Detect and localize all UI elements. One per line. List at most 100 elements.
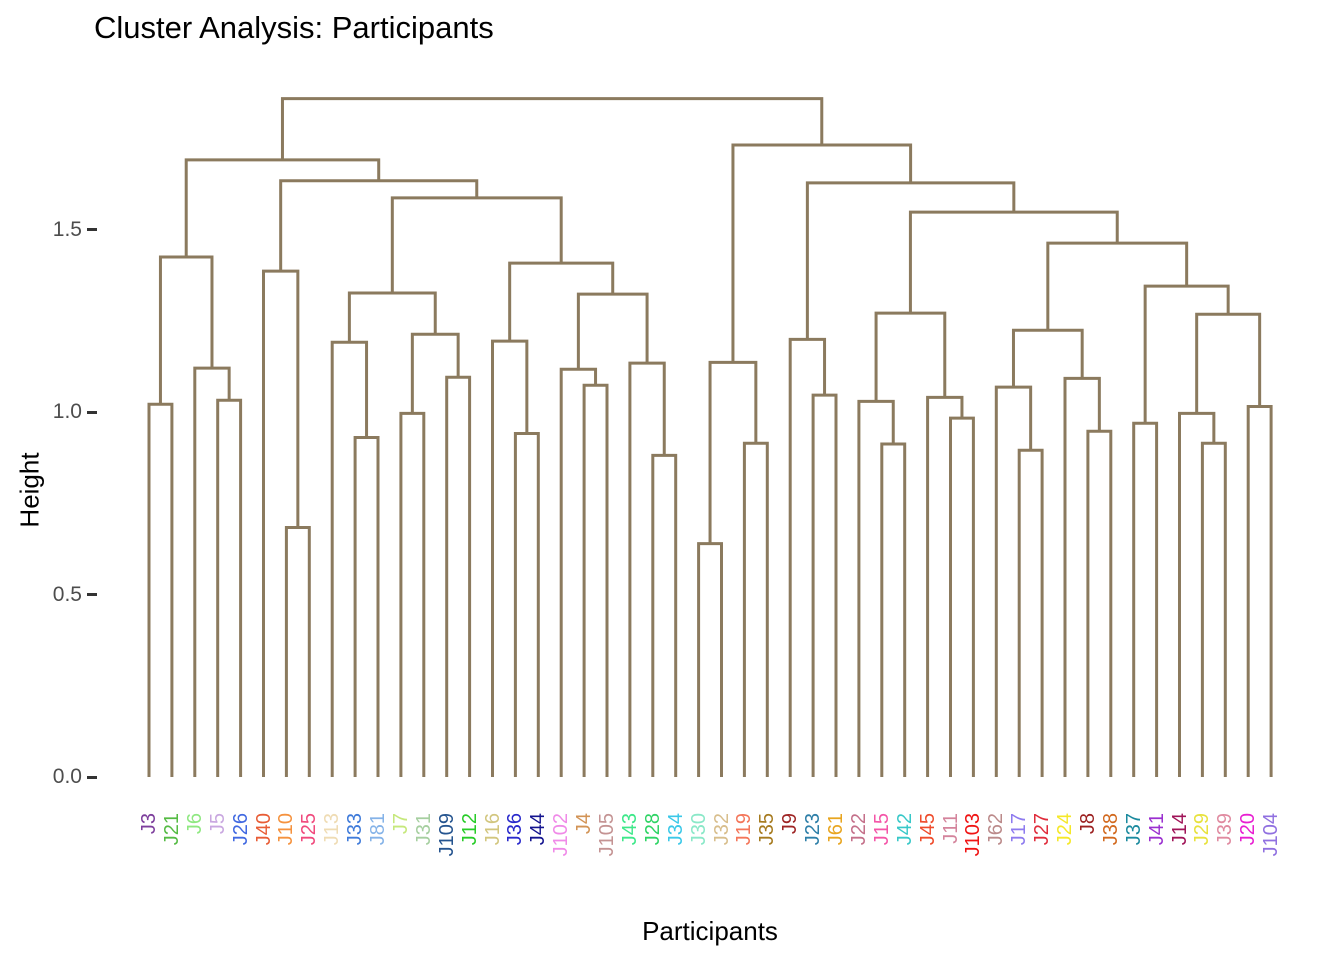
branch xyxy=(193,366,231,777)
branch xyxy=(1132,421,1159,777)
branch xyxy=(559,367,598,777)
leaf-label-J23: J23 xyxy=(802,813,825,846)
leaf-label-J11: J11 xyxy=(939,813,962,844)
branch xyxy=(788,337,827,777)
leaf-label-J103: J103 xyxy=(962,813,985,857)
leaf-label-J40: J40 xyxy=(252,813,275,846)
leaf-label-J33: J33 xyxy=(344,813,367,846)
leaf-label-J22: J22 xyxy=(847,813,870,846)
branch xyxy=(330,340,369,777)
branch xyxy=(582,383,609,777)
leaf-label-J36: J36 xyxy=(504,813,527,846)
leaf-label-J27: J27 xyxy=(1031,813,1054,846)
branch xyxy=(697,542,723,777)
branch xyxy=(1086,429,1113,777)
branch xyxy=(284,526,311,777)
leaf-label-J16: J16 xyxy=(481,813,504,846)
branch xyxy=(926,395,964,777)
leaf-label-J17: J17 xyxy=(1008,813,1031,846)
leaf-label-J13: J13 xyxy=(321,813,344,846)
branch xyxy=(708,360,758,544)
branch xyxy=(880,442,907,777)
branch xyxy=(158,255,214,405)
leaf-label-J29: J29 xyxy=(1191,813,1214,846)
leaf-label-J41: J41 xyxy=(1145,813,1168,846)
branch xyxy=(1200,441,1227,777)
leaf-label-J7: J7 xyxy=(389,813,412,835)
leaf-label-J105: J105 xyxy=(596,813,618,857)
leaf-label-J81: J81 xyxy=(367,813,389,846)
leaf-label-J39: J39 xyxy=(1214,813,1237,846)
branch xyxy=(857,399,895,777)
branch xyxy=(908,210,1119,314)
branch xyxy=(628,361,666,777)
branch xyxy=(280,97,824,160)
leaf-label-J10: J10 xyxy=(275,813,298,846)
branch xyxy=(811,393,838,777)
branch xyxy=(805,181,1016,340)
branch xyxy=(1246,404,1273,777)
leaf-label-J61: J61 xyxy=(825,813,847,846)
branch xyxy=(491,339,529,777)
leaf-label-J44: J44 xyxy=(527,813,550,846)
leaf-label-J19: J19 xyxy=(733,813,756,846)
leaf-label-J15: J15 xyxy=(870,813,893,846)
branch xyxy=(513,431,540,777)
branch xyxy=(1063,376,1101,777)
y-axis-tick-mark xyxy=(87,593,97,597)
dendrogram-branches xyxy=(147,97,1273,777)
leaf-label-J104: J104 xyxy=(1260,813,1283,857)
leaf-label-J37: J37 xyxy=(1122,813,1145,846)
leaf-label-J21: J21 xyxy=(160,813,183,846)
leaf-label-J109: J109 xyxy=(435,813,458,857)
branch xyxy=(262,269,300,777)
leaf-label-J32: J32 xyxy=(710,813,733,846)
branch xyxy=(445,375,472,777)
branch xyxy=(390,196,563,294)
branch xyxy=(279,179,479,272)
branch xyxy=(731,143,913,363)
chart-title: Cluster Analysis: Participants xyxy=(94,10,494,45)
y-axis-tick-label: 1.5 xyxy=(52,217,82,241)
leaf-label-J35: J35 xyxy=(756,813,779,846)
y-axis-tick-mark xyxy=(87,228,97,232)
y-axis-tick-label: 0.0 xyxy=(52,765,82,788)
x-axis-title: Participants xyxy=(642,916,778,946)
branch xyxy=(1178,411,1216,777)
leaf-label-J26: J26 xyxy=(229,813,252,846)
leaf-label-J34: J34 xyxy=(664,813,687,846)
branch xyxy=(216,398,243,777)
branch xyxy=(410,332,460,414)
y-axis-tick-mark xyxy=(87,410,97,414)
leaf-label-J102: J102 xyxy=(550,813,573,857)
leaf-label-J8: J8 xyxy=(1076,813,1099,835)
branch xyxy=(949,416,975,777)
leaf-label-J24: J24 xyxy=(1054,813,1076,846)
branch xyxy=(994,385,1033,777)
branch xyxy=(399,411,426,777)
leaf-label-J4: J4 xyxy=(573,813,596,835)
y-axis-tick-label: 0.5 xyxy=(52,582,82,606)
leaf-label-J9: J9 xyxy=(779,813,802,835)
leaf-label-J3: J3 xyxy=(138,813,160,835)
leaf-label-J31: J31 xyxy=(412,813,435,846)
branch xyxy=(508,261,615,342)
leaf-label-J30: J30 xyxy=(687,813,710,846)
branch xyxy=(1017,448,1044,777)
branch xyxy=(1195,312,1262,414)
branch xyxy=(353,435,380,777)
leaf-label-J25: J25 xyxy=(298,813,321,846)
branch xyxy=(651,453,678,777)
leaf-label-J6: J6 xyxy=(183,813,206,835)
branch xyxy=(742,441,769,777)
leaf-label-J45: J45 xyxy=(916,813,939,846)
leaf-label-J62: J62 xyxy=(985,813,1008,846)
leaf-label-J43: J43 xyxy=(618,813,641,846)
branch xyxy=(874,311,947,402)
leaf-label-J12: J12 xyxy=(458,813,481,846)
leaf-label-J20: J20 xyxy=(1237,813,1260,846)
leaf-label-J42: J42 xyxy=(893,813,916,846)
y-axis-tick-label: 1.0 xyxy=(52,400,82,424)
